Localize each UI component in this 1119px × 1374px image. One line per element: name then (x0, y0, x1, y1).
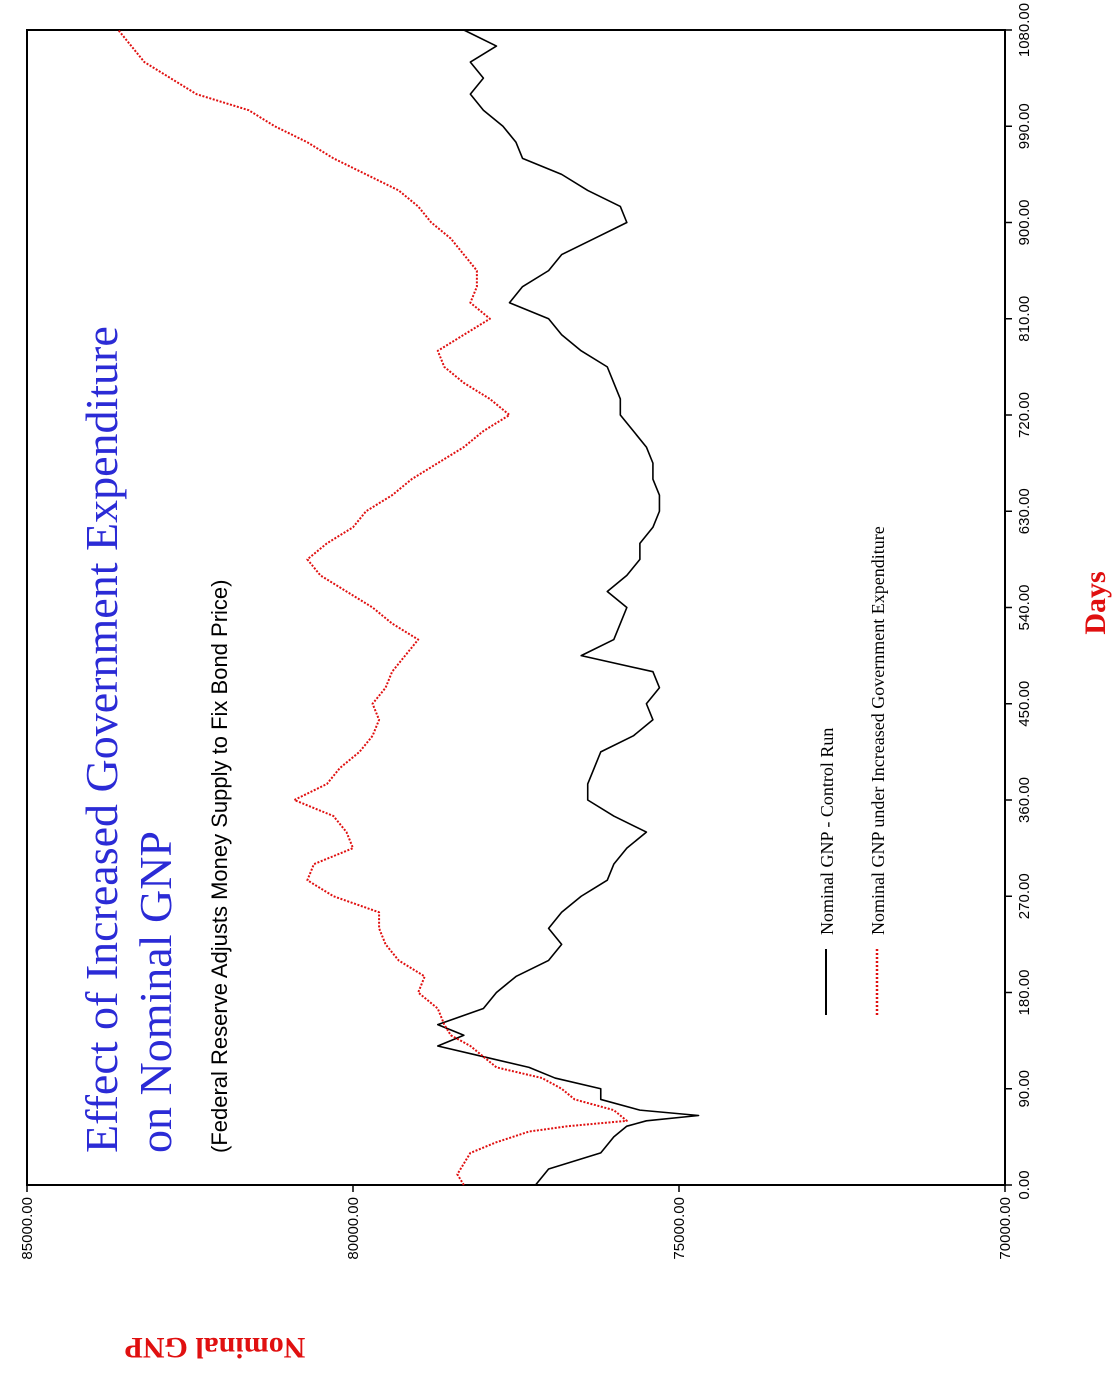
x-tick-label: 270.00 (1016, 873, 1033, 919)
legend-label-control: Nominal GNP - Control Run (817, 728, 837, 935)
x-tick-label: 360.00 (1016, 777, 1033, 823)
x-tick-label: 990.00 (1016, 103, 1033, 149)
y-tick-label: 80000.00 (345, 1197, 362, 1260)
y-tick-label: 85000.00 (19, 1197, 36, 1260)
chart-title-line2: on Nominal GNP (130, 831, 181, 1153)
x-tick-label: 540.00 (1016, 585, 1033, 631)
x-tick-label: 630.00 (1016, 488, 1033, 534)
y-tick-label: 70000.00 (997, 1197, 1014, 1260)
x-tick-label: 1080.00 (1016, 3, 1033, 57)
x-tick-label: 810.00 (1016, 296, 1033, 342)
x-tick-label: 720.00 (1016, 392, 1033, 438)
legend-label-increased: Nominal GNP under Increased Government E… (868, 526, 888, 935)
x-tick-label: 90.00 (1016, 1070, 1033, 1108)
x-tick-label: 450.00 (1016, 681, 1033, 727)
x-tick-label: 900.00 (1016, 200, 1033, 246)
x-tick-label: 0.00 (1016, 1170, 1033, 1199)
chart-title-part2: Government Expenditure (76, 326, 127, 792)
chart-title-part1: Effect of Increased (76, 792, 127, 1153)
x-tick-label: 180.00 (1016, 970, 1033, 1016)
y-tick-label: 75000.00 (671, 1197, 688, 1260)
chart-title-line1: Effect of Increased Government Expenditu… (76, 326, 127, 1153)
y-axis-title: Nominal GNP (125, 1331, 306, 1364)
chart-subtitle: (Federal Reserve Adjusts Money Supply to… (207, 580, 232, 1153)
x-axis-title: Days (1079, 571, 1112, 634)
